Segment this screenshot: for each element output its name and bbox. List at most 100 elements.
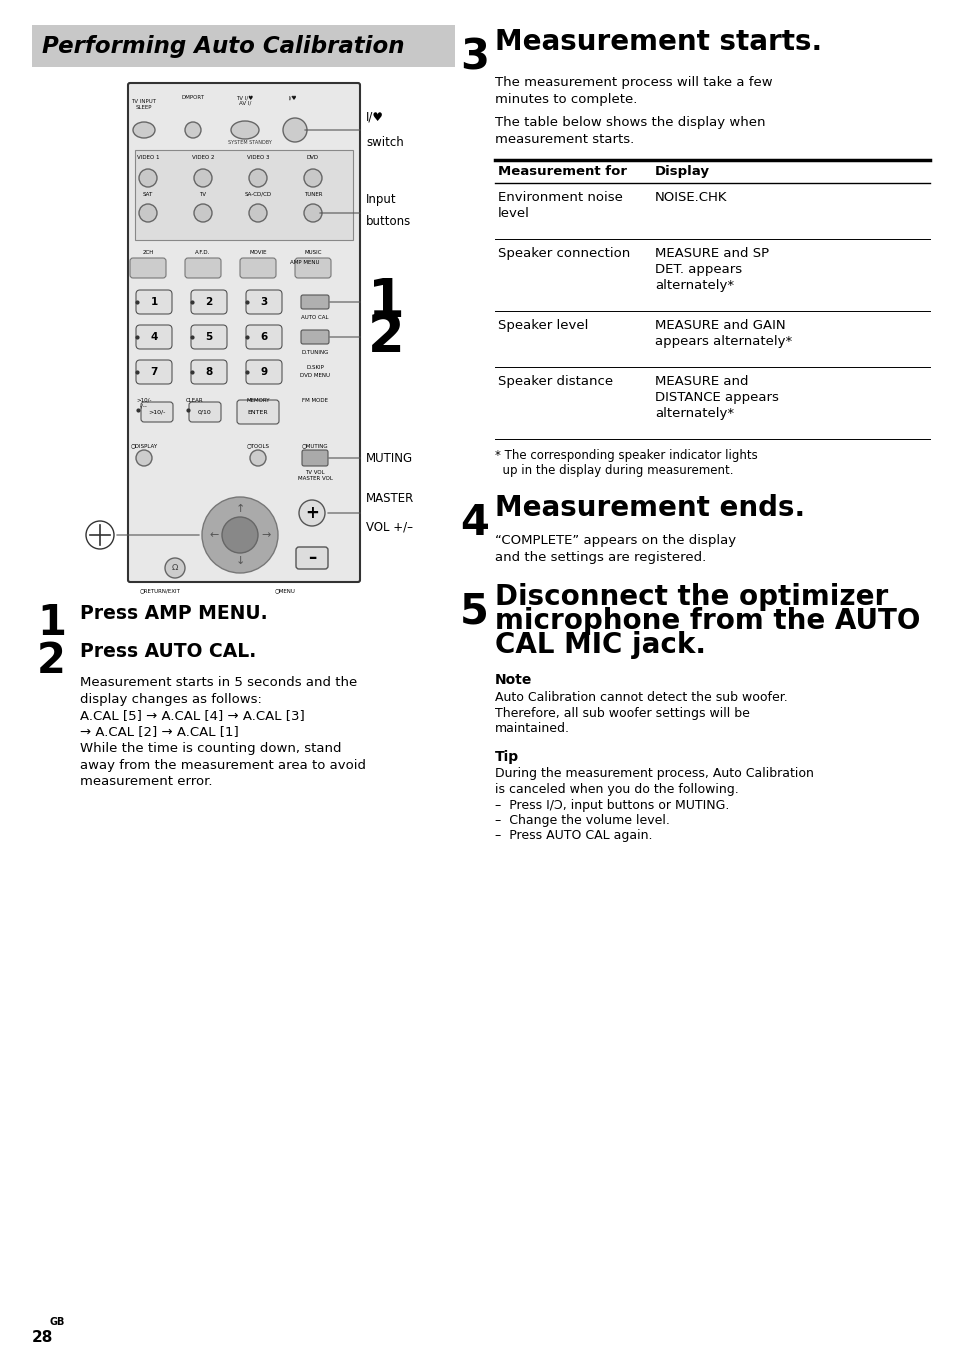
Text: MUSIC: MUSIC	[304, 250, 321, 256]
FancyBboxPatch shape	[128, 82, 359, 581]
Text: Display: Display	[655, 165, 709, 178]
Text: ↓: ↓	[235, 556, 244, 566]
Text: DVD MENU: DVD MENU	[299, 373, 330, 379]
Text: Speaker connection: Speaker connection	[497, 247, 630, 260]
Text: 2: 2	[368, 311, 404, 362]
Text: +: +	[305, 504, 318, 522]
Text: 28: 28	[32, 1330, 53, 1345]
Text: >10/-
-/--: >10/- -/--	[136, 397, 152, 408]
Text: 3: 3	[459, 37, 489, 78]
Text: switch: switch	[366, 137, 403, 149]
Text: A.CAL [5] → A.CAL [4] → A.CAL [3]: A.CAL [5] → A.CAL [4] → A.CAL [3]	[80, 708, 304, 722]
Circle shape	[193, 169, 212, 187]
Text: buttons: buttons	[366, 215, 411, 228]
Text: TV VOL
MASTER VOL: TV VOL MASTER VOL	[297, 470, 332, 481]
Circle shape	[139, 204, 157, 222]
FancyBboxPatch shape	[136, 360, 172, 384]
Ellipse shape	[231, 120, 258, 139]
Text: 5: 5	[459, 591, 488, 633]
Text: TV I/♥
AV I/: TV I/♥ AV I/	[236, 95, 253, 105]
Text: AUTO CAL: AUTO CAL	[301, 315, 329, 320]
Text: VIDEO 1: VIDEO 1	[136, 155, 159, 160]
Text: –  Press I/Ɔ, input buttons or MUTING.: – Press I/Ɔ, input buttons or MUTING.	[495, 799, 729, 811]
Text: SAT: SAT	[143, 192, 153, 197]
Circle shape	[165, 558, 185, 579]
Text: away from the measurement area to avoid: away from the measurement area to avoid	[80, 758, 366, 772]
Text: SYSTEM STANDBY: SYSTEM STANDBY	[228, 141, 272, 145]
FancyBboxPatch shape	[302, 450, 328, 466]
Text: MOVIE: MOVIE	[249, 250, 267, 256]
Text: Input: Input	[366, 193, 396, 206]
Text: Press AMP MENU.: Press AMP MENU.	[80, 604, 268, 623]
Text: –  Press AUTO CAL again.: – Press AUTO CAL again.	[495, 830, 652, 842]
Text: TV INPUT
SLEEP: TV INPUT SLEEP	[132, 99, 156, 110]
Text: measurement starts.: measurement starts.	[495, 132, 634, 146]
Circle shape	[304, 204, 322, 222]
FancyBboxPatch shape	[191, 289, 227, 314]
Text: * The corresponding speaker indicator lights: * The corresponding speaker indicator li…	[495, 449, 757, 462]
FancyBboxPatch shape	[189, 402, 221, 422]
Text: Measurement starts.: Measurement starts.	[495, 28, 821, 55]
Circle shape	[304, 169, 322, 187]
Text: level: level	[497, 207, 529, 220]
FancyBboxPatch shape	[246, 289, 282, 314]
Text: VIDEO 2: VIDEO 2	[192, 155, 214, 160]
Circle shape	[193, 204, 212, 222]
Text: ↑: ↑	[235, 504, 244, 514]
Circle shape	[283, 118, 307, 142]
Text: –  Change the volume level.: – Change the volume level.	[495, 814, 669, 827]
Text: 2CH: 2CH	[142, 250, 153, 256]
Text: MEASURE and: MEASURE and	[655, 375, 748, 388]
FancyBboxPatch shape	[301, 330, 329, 343]
FancyBboxPatch shape	[240, 258, 275, 279]
Text: is canceled when you do the following.: is canceled when you do the following.	[495, 783, 738, 796]
Text: ENTER: ENTER	[248, 410, 268, 415]
Circle shape	[139, 169, 157, 187]
Text: CLEAR: CLEAR	[186, 397, 204, 403]
FancyBboxPatch shape	[301, 295, 329, 310]
Text: Measurement starts in 5 seconds and the: Measurement starts in 5 seconds and the	[80, 676, 356, 690]
Text: MUTING: MUTING	[366, 452, 413, 465]
Text: ○RETURN/EXIT: ○RETURN/EXIT	[139, 588, 180, 594]
Circle shape	[249, 204, 267, 222]
Text: 2: 2	[205, 297, 213, 307]
Text: minutes to complete.: minutes to complete.	[495, 93, 637, 105]
Text: VOL +/–: VOL +/–	[366, 521, 413, 534]
Text: 4: 4	[459, 502, 488, 544]
FancyBboxPatch shape	[295, 548, 328, 569]
Text: Press AUTO CAL.: Press AUTO CAL.	[80, 642, 256, 661]
Text: maintained.: maintained.	[495, 722, 569, 735]
Text: “COMPLETE” appears on the display: “COMPLETE” appears on the display	[495, 534, 736, 548]
Text: 1: 1	[37, 602, 66, 644]
Text: AMP MENU: AMP MENU	[290, 260, 319, 265]
Text: The table below shows the display when: The table below shows the display when	[495, 116, 764, 128]
Text: Auto Calibration cannot detect the sub woofer.: Auto Calibration cannot detect the sub w…	[495, 691, 787, 704]
Circle shape	[222, 516, 257, 553]
Text: MEMORY: MEMORY	[246, 397, 270, 403]
Text: 6: 6	[260, 333, 268, 342]
Text: FM MODE: FM MODE	[302, 397, 328, 403]
FancyBboxPatch shape	[246, 360, 282, 384]
FancyBboxPatch shape	[191, 360, 227, 384]
Text: measurement error.: measurement error.	[80, 775, 213, 788]
FancyBboxPatch shape	[294, 258, 331, 279]
Circle shape	[185, 122, 201, 138]
Circle shape	[202, 498, 277, 573]
Text: D.TUNING: D.TUNING	[301, 350, 329, 356]
Circle shape	[298, 500, 325, 526]
FancyBboxPatch shape	[191, 324, 227, 349]
Text: CAL MIC jack.: CAL MIC jack.	[495, 631, 705, 658]
Text: ○MENU: ○MENU	[274, 588, 295, 594]
Circle shape	[136, 450, 152, 466]
Text: appears alternately*: appears alternately*	[655, 335, 791, 347]
Text: ○TOOLS: ○TOOLS	[246, 443, 269, 449]
Text: DMPORT: DMPORT	[181, 95, 204, 100]
Text: While the time is counting down, stand: While the time is counting down, stand	[80, 742, 341, 754]
Text: up in the display during measurement.: up in the display during measurement.	[495, 464, 733, 477]
Text: Disconnect the optimizer: Disconnect the optimizer	[495, 583, 887, 611]
Text: MEASURE and GAIN: MEASURE and GAIN	[655, 319, 785, 333]
Text: 1: 1	[151, 297, 157, 307]
Text: 8: 8	[205, 366, 213, 377]
Text: →: →	[261, 530, 271, 539]
Text: Speaker distance: Speaker distance	[497, 375, 613, 388]
